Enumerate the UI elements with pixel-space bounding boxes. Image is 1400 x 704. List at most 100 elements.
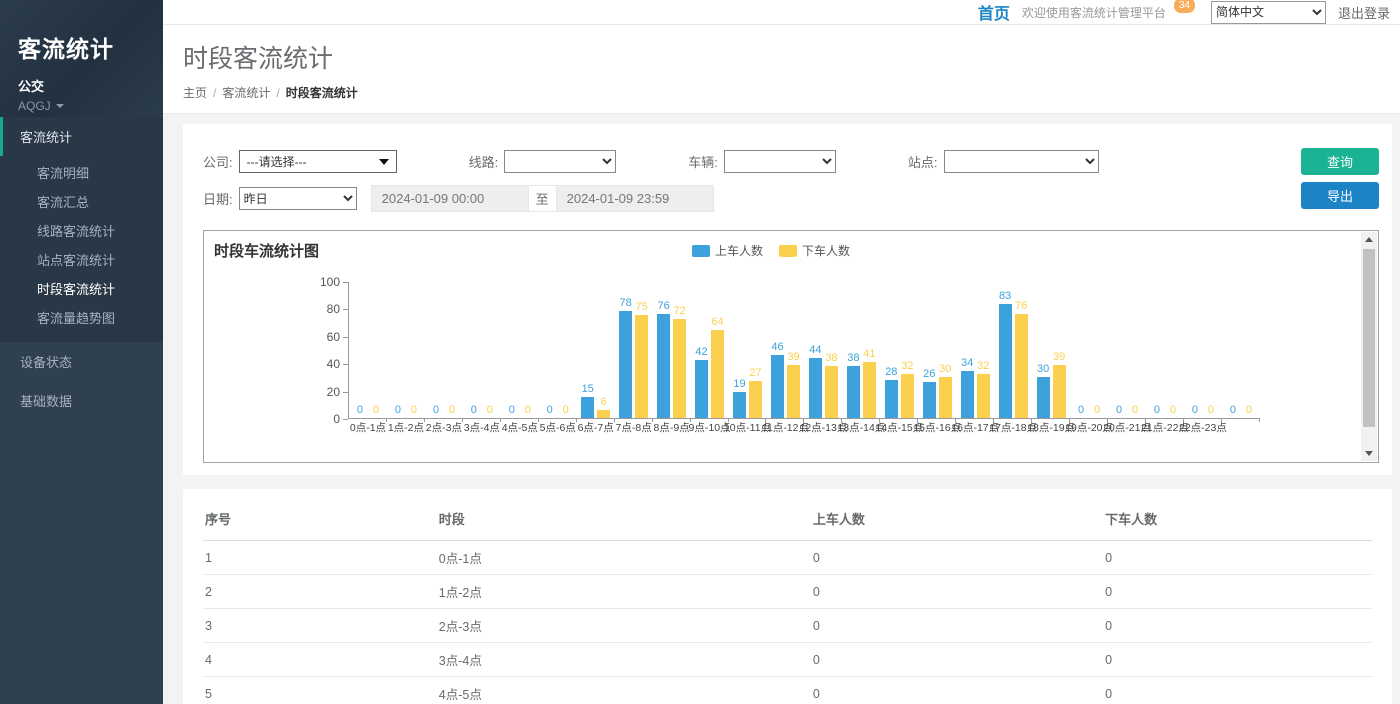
table-row: 4 3点-4点 0 0 bbox=[203, 642, 1372, 677]
sidebar-item-passenger-summary[interactable]: 客流汇总 bbox=[37, 195, 90, 210]
bar[interactable] bbox=[808, 357, 822, 418]
bar[interactable] bbox=[938, 376, 952, 418]
date-from-input[interactable] bbox=[370, 185, 529, 212]
sidebar-header: 客流统计 公交 AQGJ bbox=[0, 0, 163, 117]
bar[interactable] bbox=[619, 311, 633, 418]
bar-value-label: 44 bbox=[809, 343, 822, 356]
chart-category-group: 15 6 6点-7点 bbox=[577, 282, 615, 434]
bar[interactable] bbox=[733, 391, 746, 418]
table-cell: 0 bbox=[810, 676, 1104, 704]
bar-value-label: 32 bbox=[977, 360, 990, 373]
date-range-separator: 至 bbox=[528, 185, 556, 212]
notification-badge[interactable]: 34 bbox=[1173, 0, 1195, 13]
bar[interactable] bbox=[749, 381, 762, 418]
sidebar-user-menu[interactable]: AQGJ bbox=[18, 99, 163, 113]
chart-category-group: 26 30 15点-16点 bbox=[913, 282, 961, 434]
search-button[interactable]: 查询 bbox=[1301, 148, 1379, 175]
bar[interactable] bbox=[846, 365, 860, 418]
company-select[interactable]: ---请选择--- bbox=[238, 150, 397, 173]
bar[interactable] bbox=[1036, 376, 1050, 418]
bar[interactable] bbox=[786, 364, 800, 418]
bar[interactable] bbox=[1014, 313, 1028, 418]
vehicle-select[interactable] bbox=[723, 150, 836, 173]
station-select[interactable] bbox=[943, 150, 1099, 173]
bar-value-label: 30 bbox=[939, 362, 952, 375]
scrollbar-up-button[interactable] bbox=[1361, 232, 1377, 247]
bar-wrap: 6 bbox=[597, 282, 611, 418]
sidebar-user-name: AQGJ bbox=[18, 99, 51, 113]
sidebar-item-device-status[interactable]: 设备状态 bbox=[20, 355, 73, 370]
sidebar-item-station-stats[interactable]: 站点客流统计 bbox=[37, 253, 116, 268]
bar[interactable] bbox=[695, 360, 709, 418]
bar-value-label: 46 bbox=[771, 340, 784, 353]
bar-wrap: 76 bbox=[657, 282, 671, 418]
bar[interactable] bbox=[824, 365, 838, 418]
bar-wrap: 0 bbox=[559, 282, 572, 418]
x-axis-tick-label: 8点-9点 bbox=[653, 422, 690, 434]
language-select[interactable]: 简体中文 bbox=[1210, 0, 1326, 24]
bar-wrap: 44 bbox=[808, 282, 822, 418]
bar-wrap: 41 bbox=[862, 282, 876, 418]
bar[interactable] bbox=[1052, 364, 1066, 418]
bar[interactable] bbox=[922, 382, 936, 418]
date-preset-select[interactable]: 昨日 bbox=[238, 187, 357, 210]
bar[interactable] bbox=[597, 409, 611, 418]
bar[interactable] bbox=[673, 319, 687, 418]
y-axis-tick-label: 0 bbox=[333, 412, 348, 426]
bar[interactable] bbox=[960, 371, 974, 418]
bar[interactable] bbox=[635, 315, 649, 418]
bar-wrap: 64 bbox=[711, 282, 725, 418]
sidebar-item-passenger-detail[interactable]: 客流明细 bbox=[37, 166, 90, 181]
bar[interactable] bbox=[998, 304, 1012, 418]
bar-value-label: 0 bbox=[486, 404, 493, 416]
bar-value-label: 0 bbox=[372, 404, 380, 416]
chart-category-group: 78 75 7点-8点 bbox=[615, 282, 653, 434]
sidebar-item-passenger-stats[interactable]: 客流统计 bbox=[0, 117, 163, 156]
bar-wrap: 0 bbox=[1166, 282, 1179, 418]
chart-scrollbar[interactable] bbox=[1361, 232, 1377, 461]
chart-category-group: 28 32 14点-15点 bbox=[875, 282, 923, 434]
app-logo-title: 客流统计 bbox=[18, 36, 114, 62]
home-link[interactable]: 首页 bbox=[977, 6, 1010, 23]
breadcrumb-home[interactable]: 主页 bbox=[183, 86, 208, 100]
sidebar-item-period-stats[interactable]: 时段客流统计 bbox=[37, 282, 116, 297]
line-select[interactable] bbox=[504, 150, 617, 173]
bar-value-label: 72 bbox=[673, 305, 686, 318]
sidebar-item-line-stats[interactable]: 线路客流统计 bbox=[37, 224, 116, 239]
table-row: 2 1点-2点 0 0 bbox=[203, 574, 1372, 609]
legend-item-boarding[interactable]: 上车人数 bbox=[691, 242, 763, 259]
breadcrumb-passenger-stats[interactable]: 客流统计 bbox=[222, 86, 271, 100]
chart-title: 时段车流统计图 bbox=[214, 243, 320, 260]
sidebar-item-trend-chart[interactable]: 客流量趋势图 bbox=[37, 311, 116, 326]
sidebar: 客流统计 公交 AQGJ 客流统计 客流明细 客流汇总 线路客流统计 站点客流统… bbox=[0, 0, 163, 704]
bar[interactable] bbox=[657, 313, 671, 418]
x-axis-tick-label: 22点-23点 bbox=[1179, 422, 1227, 434]
bar[interactable] bbox=[900, 374, 914, 418]
bar-wrap: 0 bbox=[1075, 282, 1088, 418]
bar[interactable] bbox=[770, 354, 784, 418]
x-axis-tick-label: 21点-22点 bbox=[1141, 422, 1189, 434]
bar[interactable] bbox=[884, 379, 898, 418]
col-header-index: 序号 bbox=[203, 499, 437, 541]
logout-link[interactable]: 退出登录 bbox=[1337, 5, 1390, 21]
table-cell: 0 bbox=[1103, 608, 1372, 643]
sidebar-item-base-data[interactable]: 基础数据 bbox=[20, 394, 73, 409]
bar[interactable] bbox=[581, 397, 595, 418]
col-header-alighting: 下车人数 bbox=[1103, 499, 1372, 541]
bar-value-label: 0 bbox=[448, 404, 455, 416]
legend-item-alighting[interactable]: 下车人数 bbox=[779, 242, 850, 259]
scrollbar-thumb[interactable] bbox=[1363, 249, 1375, 427]
bar[interactable] bbox=[711, 330, 725, 418]
bar[interactable] bbox=[862, 361, 876, 418]
bar[interactable] bbox=[976, 374, 990, 418]
x-axis-tick-label: 13点-14点 bbox=[837, 422, 886, 434]
table-cell: 0 bbox=[1103, 676, 1372, 704]
scrollbar-down-button[interactable] bbox=[1361, 446, 1377, 461]
bar-wrap: 19 bbox=[733, 282, 746, 418]
bar-value-label: 0 bbox=[524, 404, 531, 416]
bar-wrap: 0 bbox=[429, 282, 442, 418]
date-to-input[interactable] bbox=[555, 185, 714, 212]
bar-wrap: 0 bbox=[1150, 282, 1163, 418]
table-row: 1 0点-1点 0 0 bbox=[203, 540, 1372, 575]
export-button[interactable]: 导出 bbox=[1301, 182, 1379, 209]
